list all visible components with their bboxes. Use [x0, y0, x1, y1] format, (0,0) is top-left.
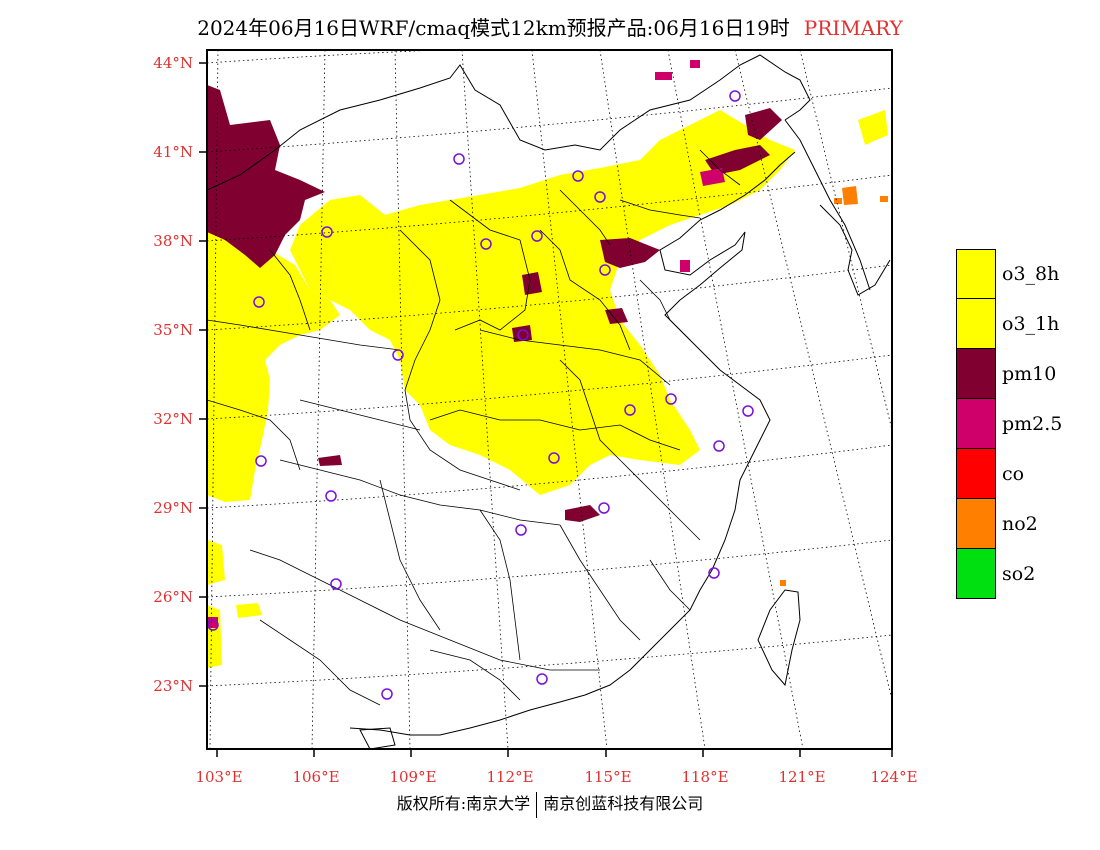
pm25-region-hebei: [700, 168, 725, 186]
legend-swatch-o3-8h: [956, 249, 996, 299]
o3-regions: [207, 110, 888, 668]
lat-label-35: 35°N: [153, 321, 193, 339]
province-boundaries: [207, 149, 741, 706]
legend-label-no2: no2: [1002, 513, 1038, 535]
legend-swatch-co: [956, 449, 996, 499]
map-frame: [206, 49, 893, 750]
lon-label-112: 112°E: [486, 768, 533, 786]
pm25-region-north: [655, 72, 672, 80]
no2-region-east: [880, 196, 888, 202]
pm10-region-hunan: [565, 505, 600, 522]
title-main: 2024年06月16日WRF/cmaq模式12km预报产品:06月16日19时: [197, 16, 790, 40]
lon-label-103: 103°E: [195, 768, 242, 786]
no2-region-korea: [842, 186, 858, 205]
lon-label-115: 115°E: [584, 768, 631, 786]
taiwan-outline: [757, 589, 801, 687]
lat-label-41: 41°N: [153, 143, 193, 161]
lat-label-29: 29°N: [153, 499, 193, 517]
legend-label-pm10: pm10: [1002, 363, 1057, 385]
o3-region-ne-korea: [858, 110, 888, 145]
pm10-regions: [207, 85, 782, 522]
lon-label-118: 118°E: [681, 768, 728, 786]
legend-label-pm25: pm2.5: [1002, 413, 1063, 435]
station-markers: [207, 90, 754, 700]
lat-label-23: 23°N: [153, 677, 193, 695]
longitude-labels: 103°E 106°E 109°E 112°E 115°E 118°E 121°…: [195, 768, 917, 786]
graticule: [207, 50, 892, 749]
no2-region-taiwan-strait: [780, 580, 786, 586]
axis-ticks: [199, 62, 893, 757]
lon-label-121: 121°E: [778, 768, 825, 786]
pm10-region-northwest: [207, 85, 325, 268]
pollution-layer: [207, 60, 888, 668]
national-border-northeast: [784, 119, 871, 291]
hainan-outline: [359, 727, 396, 749]
copyright-left: 版权所有:南京大学: [396, 794, 531, 813]
o3-region-northwest: [207, 230, 340, 502]
lat-label-26: 26°N: [153, 588, 193, 606]
lat-label-44: 44°N: [153, 54, 193, 72]
footer-separator: [536, 791, 538, 818]
national-border-north: [207, 54, 811, 191]
legend-label-so2: so2: [1002, 563, 1036, 585]
copyright-right: 南京创蓝科技有限公司: [543, 794, 704, 813]
legend-label-o3-8h: o3_8h: [1002, 263, 1060, 285]
pm25-region-north2: [690, 60, 700, 68]
title-product: PRIMARY: [803, 16, 903, 40]
legend-swatch-o3-1h: [956, 299, 996, 349]
legend-swatch-pm10: [956, 349, 996, 399]
latitude-labels: 44°N 41°N 38°N 35°N 32°N 29°N 26°N 23°N: [153, 54, 193, 695]
lon-label-124: 124°E: [870, 768, 917, 786]
legend-swatch-no2: [956, 499, 996, 549]
lat-label-32: 32°N: [153, 410, 193, 428]
lon-label-106: 106°E: [292, 768, 339, 786]
pm10-region-liaoning: [745, 108, 782, 140]
legend-label-co: co: [1002, 463, 1025, 485]
legend-label-o3-1h: o3_1h: [1002, 313, 1060, 335]
o3-region-sw-small: [207, 605, 222, 668]
no2-regions: [780, 186, 888, 586]
no2-region-korea-small: [834, 198, 842, 204]
lat-label-38: 38°N: [153, 232, 193, 250]
pm10-region-hebei-west: [522, 272, 542, 295]
coastline-east: [349, 151, 796, 736]
lon-label-109: 109°E: [389, 768, 436, 786]
o3-region-yunnan-patch: [236, 603, 262, 618]
coastline-korea: [819, 204, 891, 296]
legend-swatch-pm25: [956, 399, 996, 449]
legend-swatch-so2: [956, 549, 996, 599]
map-title: 2024年06月16日WRF/cmaq模式12km预报产品:06月16日19时 P…: [0, 12, 1100, 41]
boundary-layer: [207, 54, 891, 749]
pm10-region-guizhou: [318, 455, 342, 466]
o3-region-sw-strip: [207, 540, 225, 585]
pm10-region-beijing: [600, 238, 660, 268]
pm25-region-bohai: [680, 260, 690, 272]
pm10-region-shandong: [605, 308, 628, 324]
o3-region-north-china: [290, 110, 795, 495]
copyright-footer: 版权所有:南京大学 南京创蓝科技有限公司: [0, 790, 1100, 818]
pm10-region-hebei-north: [705, 145, 770, 175]
